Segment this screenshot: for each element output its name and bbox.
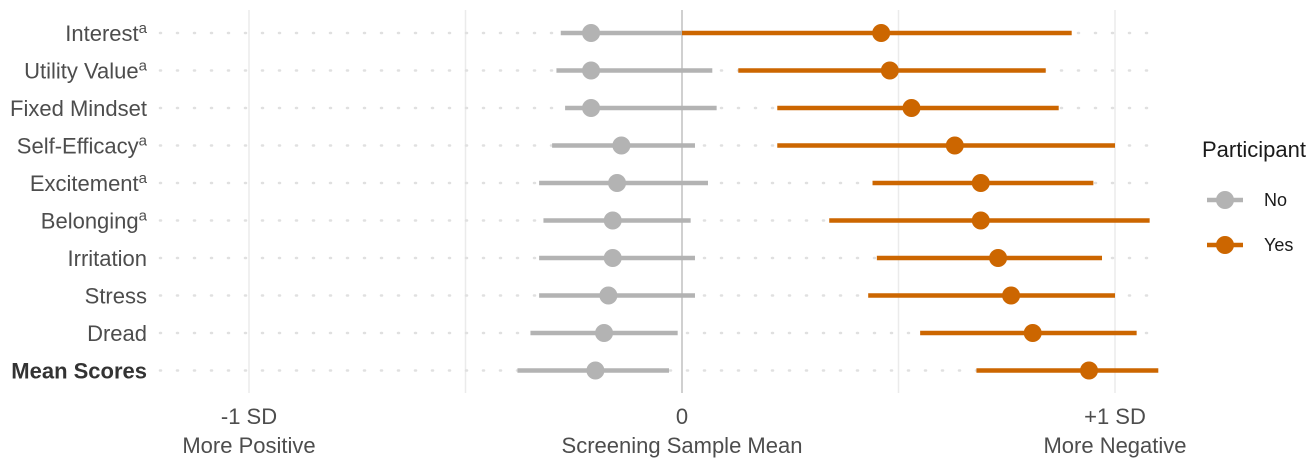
legend-title: Participant <box>1202 137 1306 162</box>
x-tick-value: -1 SD <box>221 404 277 429</box>
category-label: Excitementa <box>30 170 148 196</box>
mean-point <box>1023 324 1042 342</box>
mean-point <box>880 61 899 80</box>
mean-point <box>1002 286 1021 305</box>
mean-point <box>582 24 601 42</box>
footnote-marker: a <box>139 170 148 187</box>
category-label: Belonginga <box>41 208 148 234</box>
x-axis-tick-labels: -1 SD More Positive 0 Screening Sample Mean… <box>182 404 1186 458</box>
mean-point <box>603 249 622 267</box>
mean-point <box>599 286 618 305</box>
mean-point <box>582 61 601 80</box>
x-tick-value: +1 SD <box>1084 404 1146 429</box>
x-tick-caption: More Negative <box>1043 433 1186 458</box>
mean-point <box>902 99 921 117</box>
series-yes <box>682 24 1159 380</box>
mean-point <box>603 211 622 230</box>
footnote-marker: a <box>139 20 148 37</box>
category-label: Mean Scores <box>11 359 147 384</box>
mean-point <box>586 361 605 380</box>
legend-label: Yes <box>1264 235 1293 255</box>
category-label: Irritation <box>68 246 147 271</box>
footnote-marker: a <box>139 208 148 225</box>
category-label: Dread <box>87 321 147 346</box>
x-tick-value: 0 <box>676 404 688 429</box>
mean-point <box>971 211 990 230</box>
legend-key-point <box>1216 191 1234 209</box>
mean-point <box>872 24 891 42</box>
mean-point <box>971 174 990 192</box>
mean-point <box>595 324 614 342</box>
mean-point <box>1080 361 1099 380</box>
legend-label: No <box>1264 190 1287 210</box>
x-tick-caption: More Positive <box>182 433 315 458</box>
mean-point <box>608 174 627 192</box>
footnote-marker: a <box>139 133 148 150</box>
mean-point <box>612 136 631 155</box>
category-label: Interesta <box>65 20 147 46</box>
mean-point <box>945 136 964 155</box>
mean-point <box>582 99 601 117</box>
category-label: Fixed Mindset <box>10 96 147 121</box>
legend-key-point <box>1216 236 1234 254</box>
footnote-marker: a <box>139 58 148 75</box>
category-labels: Interesta Utility Valuea Fixed Mindset Self… <box>10 20 148 384</box>
x-tick-caption: Screening Sample Mean <box>562 433 803 458</box>
series-no <box>517 24 717 380</box>
gridlines <box>248 10 1116 393</box>
legend: Participant No Yes <box>1202 137 1306 255</box>
mean-point <box>989 249 1008 267</box>
row-guides <box>158 31 1162 372</box>
category-label: Stress <box>85 284 147 309</box>
category-label: Utility Valuea <box>24 58 148 84</box>
category-label: Self-Efficacya <box>17 133 148 159</box>
